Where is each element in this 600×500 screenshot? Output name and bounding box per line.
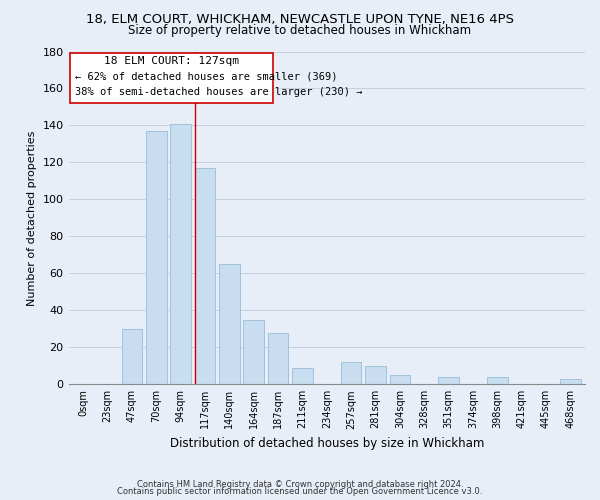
Text: 18, ELM COURT, WHICKHAM, NEWCASTLE UPON TYNE, NE16 4PS: 18, ELM COURT, WHICKHAM, NEWCASTLE UPON … xyxy=(86,12,514,26)
Bar xyxy=(122,329,142,384)
Bar xyxy=(146,131,167,384)
Bar xyxy=(292,368,313,384)
Bar xyxy=(219,264,239,384)
X-axis label: Distribution of detached houses by size in Whickham: Distribution of detached houses by size … xyxy=(170,437,484,450)
Text: Contains HM Land Registry data © Crown copyright and database right 2024.: Contains HM Land Registry data © Crown c… xyxy=(137,480,463,489)
Text: 18 ELM COURT: 127sqm: 18 ELM COURT: 127sqm xyxy=(104,56,239,66)
Text: ← 62% of detached houses are smaller (369): ← 62% of detached houses are smaller (36… xyxy=(74,72,337,82)
Bar xyxy=(268,332,289,384)
FancyBboxPatch shape xyxy=(70,54,273,104)
Bar xyxy=(170,124,191,384)
Text: 38% of semi-detached houses are larger (230) →: 38% of semi-detached houses are larger (… xyxy=(74,86,362,97)
Bar xyxy=(365,366,386,384)
Bar xyxy=(389,375,410,384)
Bar xyxy=(194,168,215,384)
Text: Contains public sector information licensed under the Open Government Licence v3: Contains public sector information licen… xyxy=(118,487,482,496)
Bar xyxy=(487,377,508,384)
Bar xyxy=(341,362,361,384)
Bar xyxy=(244,320,264,384)
Y-axis label: Number of detached properties: Number of detached properties xyxy=(27,130,37,306)
Text: Size of property relative to detached houses in Whickham: Size of property relative to detached ho… xyxy=(128,24,472,37)
Bar xyxy=(560,379,581,384)
Bar xyxy=(438,377,459,384)
